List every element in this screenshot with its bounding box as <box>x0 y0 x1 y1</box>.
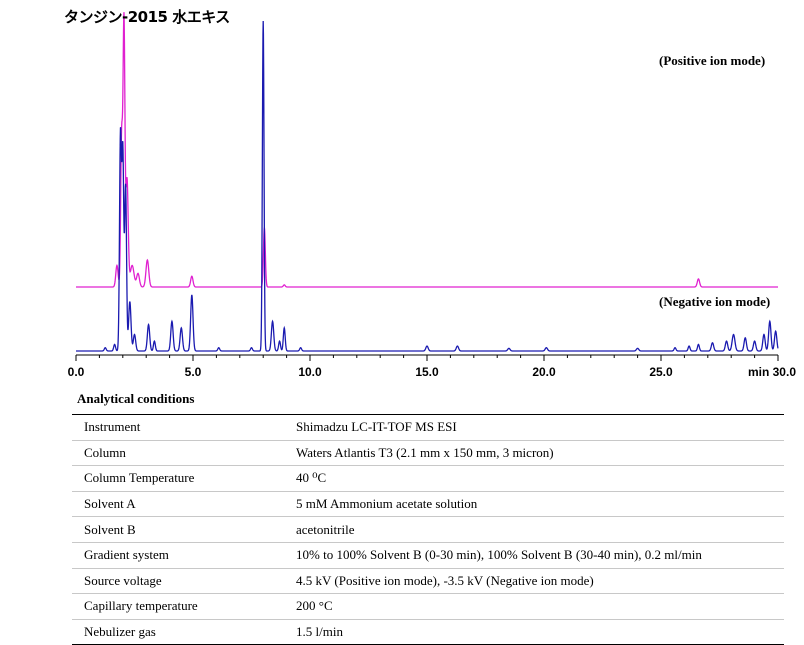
table-row: Instrument Shimadzu LC-IT-TOF MS ESI <box>72 414 784 441</box>
table-row: Solvent B acetonitrile <box>72 516 784 543</box>
chromatogram-chart: 0.0 5.0 10.0 15.0 20.0 25.0 min 30.0 <box>68 12 796 379</box>
x-tick-label: min 30.0 <box>748 365 796 379</box>
negative-mode-label: (Negative ion mode) <box>659 294 771 309</box>
analytical-conditions-title: Analytical conditions <box>77 391 195 406</box>
table-row: Column Waters Atlantis T3 (2.1 mm x 150 … <box>72 440 784 467</box>
table-row: Column Temperature 40 ⁰C <box>72 465 784 492</box>
param-label: Instrument <box>72 414 284 441</box>
analytical-conditions-table: Instrument Shimadzu LC-IT-TOF MS ESI Col… <box>72 414 784 645</box>
table-row: Nebulizer gas 1.5 l/min <box>72 619 784 645</box>
chart-title: タンジン-2015 水エキス <box>64 8 230 26</box>
param-value: acetonitrile <box>284 516 784 543</box>
param-value: Shimadzu LC-IT-TOF MS ESI <box>284 414 784 441</box>
param-label: Column <box>72 440 284 467</box>
param-value: 40 ⁰C <box>284 465 784 492</box>
series-line-positive <box>76 12 778 288</box>
param-label: Capillary temperature <box>72 593 284 620</box>
x-tick-label: 25.0 <box>649 365 673 379</box>
positive-mode-label: (Positive ion mode) <box>659 53 766 68</box>
table-row: Capillary temperature 200 °C <box>72 593 784 620</box>
param-value: 4.5 kV (Positive ion mode), -3.5 kV (Neg… <box>284 568 784 595</box>
param-value: 1.5 l/min <box>284 619 784 645</box>
param-value: 5 mM Ammonium acetate solution <box>284 491 784 518</box>
x-tick-label: 20.0 <box>532 365 556 379</box>
param-label: Solvent B <box>72 516 284 543</box>
param-label: Solvent A <box>72 491 284 518</box>
table-row: Solvent A 5 mM Ammonium acetate solution <box>72 491 784 518</box>
x-tick-label: 15.0 <box>415 365 439 379</box>
table-row: Source voltage 4.5 kV (Positive ion mode… <box>72 568 784 595</box>
x-tick-label: 0.0 <box>68 365 85 379</box>
param-value: 10% to 100% Solvent B (0-30 min), 100% S… <box>284 542 784 569</box>
param-label: Nebulizer gas <box>72 619 284 645</box>
chromatogram-traces <box>76 12 779 352</box>
series-line-negative <box>76 20 779 352</box>
x-axis-ticks: 0.0 5.0 10.0 15.0 20.0 25.0 min 30.0 <box>68 355 796 379</box>
param-value: 200 °C <box>284 593 784 620</box>
param-value: Waters Atlantis T3 (2.1 mm x 150 mm, 3 m… <box>284 440 784 467</box>
param-label: Source voltage <box>72 568 284 595</box>
param-label: Column Temperature <box>72 465 284 492</box>
param-label: Gradient system <box>72 542 284 569</box>
x-tick-label: 10.0 <box>298 365 322 379</box>
x-tick-label: 5.0 <box>185 365 202 379</box>
table-row: Gradient system 10% to 100% Solvent B (0… <box>72 542 784 569</box>
